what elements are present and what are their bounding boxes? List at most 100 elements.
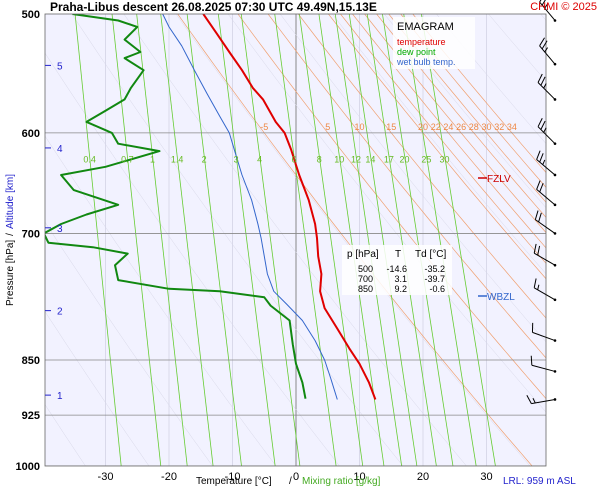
wind-barb-base xyxy=(553,203,557,207)
wind-barb-full xyxy=(538,212,542,223)
dry-adiabat-label-0: -5 xyxy=(260,122,268,132)
table-row-500-t: -14.6 xyxy=(386,264,407,274)
wind-barb-base xyxy=(553,339,557,342)
mixing-ratio-line-3 xyxy=(160,14,214,466)
mixing-ratio-label-1: 0.7 xyxy=(121,155,134,165)
series-line-temperature xyxy=(202,14,377,400)
y-axis-label-text: Pressure [hPa] / Altitude [km] xyxy=(5,174,16,306)
dry-adiabat-9 xyxy=(388,14,546,203)
wind-barb-full xyxy=(536,180,541,190)
dry-adiabat-extra xyxy=(45,311,150,466)
table-row-700-t: 3.1 xyxy=(394,274,407,284)
mixing-ratio-label-10: 12 xyxy=(351,155,361,165)
dry-adiabat-extra xyxy=(384,14,546,209)
plot-frame xyxy=(44,13,547,467)
wind-barb-640 xyxy=(536,150,557,177)
wind-barb-full xyxy=(534,210,539,220)
wind-barb-half xyxy=(543,127,547,133)
dry-adiabat-extra xyxy=(123,14,467,466)
copyright: CHMI © 2025 xyxy=(530,1,597,13)
mixing-ratio-line-14 xyxy=(403,14,477,466)
wind-barb-full xyxy=(526,395,532,404)
wind-barb-full xyxy=(540,120,546,130)
x-tick-label--20: -20 xyxy=(161,471,177,483)
mixing-ratio-line-9 xyxy=(318,14,385,466)
wbzl-marker: WBZL xyxy=(478,292,515,303)
wind-barb-base xyxy=(553,142,557,145)
wind-barb-full xyxy=(539,0,542,3)
wind-barb-half xyxy=(544,47,548,53)
dry-adiabat-label-5: 22 xyxy=(431,122,441,132)
mixing-ratio-label-9: 10 xyxy=(334,155,344,165)
legend-temperature: temperature xyxy=(397,37,446,47)
mixing-ratio-label-11: 14 xyxy=(365,155,375,165)
y-tick-label-700: 700 xyxy=(22,228,40,240)
wind-barb-half xyxy=(542,159,546,165)
table-row-850-p: 850 xyxy=(358,284,373,294)
alt-tick-label-3: 3 xyxy=(57,224,63,235)
dry-adiabat-label-7: 26 xyxy=(456,122,466,132)
wind-barb-half xyxy=(537,284,540,290)
wind-barb-staff xyxy=(536,189,556,206)
dry-adiabat-label-4: 20 xyxy=(418,122,428,132)
wind-barb-903 xyxy=(526,395,557,405)
mixing-ratio-line-5 xyxy=(217,14,276,466)
table-box xyxy=(342,245,452,295)
wind-barb-775 xyxy=(533,278,557,302)
table-header-t: T xyxy=(395,249,401,260)
wind-barb-865 xyxy=(530,355,557,373)
wind-barb-base xyxy=(553,370,557,373)
fzlv-label: FZLV xyxy=(487,174,511,185)
x-tick-label--30: -30 xyxy=(98,471,114,483)
mixing-ratio-label-7: 6 xyxy=(291,155,296,165)
table-row-500-p: 500 xyxy=(358,264,373,274)
wind-barb-540 xyxy=(539,37,557,66)
mixing-ratio-line-10 xyxy=(334,14,403,466)
dry-adiabat-2 xyxy=(267,14,546,359)
dry-adiabat-5 xyxy=(340,14,546,264)
wind-barbs xyxy=(526,0,557,405)
x-tick-label-30: 30 xyxy=(480,471,492,483)
wind-barb-base xyxy=(553,98,557,101)
table-header-td: Td [°C] xyxy=(415,249,446,260)
mixing-ratio-line-0 xyxy=(74,14,122,466)
series-line-dew-point xyxy=(45,14,307,399)
x-axis-label: Temperature [°C] xyxy=(196,476,272,487)
x-axis-label-mixing: Mixing ratio [g/kg] xyxy=(302,476,381,487)
y-tick-label-1000: 1000 xyxy=(16,461,40,473)
legend-box xyxy=(393,17,475,69)
alt-tick-label-2: 2 xyxy=(57,307,63,318)
wind-barb-full xyxy=(537,117,543,127)
wind-barb-610 xyxy=(537,117,557,145)
chart-title: Praha-Libus descent 26.08.2025 07:30 UTC… xyxy=(50,0,377,14)
alt-tick-label-1: 1 xyxy=(57,391,63,402)
dry-adiabat-8 xyxy=(376,14,546,218)
wind-barb-full xyxy=(537,245,541,256)
wind-barb-staff xyxy=(535,219,556,234)
dry-adiabat-7 xyxy=(364,14,546,234)
wind-barb-base xyxy=(553,19,557,22)
dry-adiabat-label-1: 5 xyxy=(325,122,330,132)
y-tick-label-500: 500 xyxy=(22,9,40,21)
mixing-ratio-line-7 xyxy=(274,14,337,466)
x-tick-label-0: 0 xyxy=(293,471,299,483)
dry-adiabat-label-8: 28 xyxy=(469,122,479,132)
dry-adiabat-label-3: 15 xyxy=(386,122,396,132)
level-table: p [hPa] T Td [°C] 500 -14.6 -35.2 700 3.… xyxy=(342,245,452,295)
dry-adiabat-extra xyxy=(436,14,546,144)
lrl-label: LRL: 959 m ASL xyxy=(503,476,576,487)
mixing-ratio-label-3: 1.4 xyxy=(171,155,184,165)
wind-barb-735 xyxy=(533,243,557,267)
mixing-ratio-label-15: 30 xyxy=(440,155,450,165)
mixing-ratio-label-6: 4 xyxy=(257,155,262,165)
y-tick-label-600: 600 xyxy=(22,128,40,140)
legend-wetbulb: wet bulb temp. xyxy=(396,57,456,67)
dry-adiabat-label-11: 34 xyxy=(507,122,517,132)
wind-barb-base xyxy=(553,232,557,235)
wind-barb-full xyxy=(536,150,541,160)
mixing-ratio-label-14: 25 xyxy=(421,155,431,165)
y-axis-label-pressure: Pressure [hPa] xyxy=(5,240,16,306)
wind-barb-full xyxy=(533,243,537,254)
mixing-ratio-line-8 xyxy=(298,14,364,466)
x-tick-label-20: 20 xyxy=(417,471,429,483)
